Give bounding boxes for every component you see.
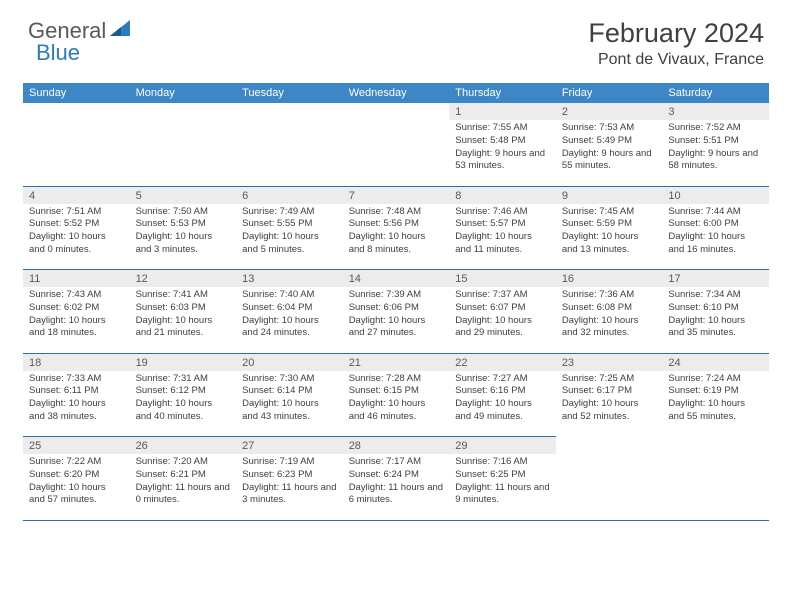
day-data-cell [23, 120, 130, 186]
day-data-cell: Sunrise: 7:55 AMSunset: 5:48 PMDaylight:… [449, 120, 556, 186]
day-data-cell: Sunrise: 7:40 AMSunset: 6:04 PMDaylight:… [236, 287, 343, 353]
day-data-cell: Sunrise: 7:30 AMSunset: 6:14 PMDaylight:… [236, 371, 343, 437]
day-data-cell [556, 454, 663, 520]
day-number-cell: 16 [556, 270, 663, 288]
day-data-cell: Sunrise: 7:25 AMSunset: 6:17 PMDaylight:… [556, 371, 663, 437]
day-data-cell: Sunrise: 7:19 AMSunset: 6:23 PMDaylight:… [236, 454, 343, 520]
day-number-cell: 4 [23, 186, 130, 204]
day-data-cell: Sunrise: 7:45 AMSunset: 5:59 PMDaylight:… [556, 204, 663, 270]
day-number-cell [23, 103, 130, 120]
day-number-cell [236, 103, 343, 120]
day-number-row: 45678910 [23, 186, 769, 204]
day-data-cell: Sunrise: 7:44 AMSunset: 6:00 PMDaylight:… [662, 204, 769, 270]
day-data-row: Sunrise: 7:55 AMSunset: 5:48 PMDaylight:… [23, 120, 769, 186]
day-number-cell: 22 [449, 353, 556, 371]
weekday-header: Monday [130, 83, 237, 103]
weekday-header: Saturday [662, 83, 769, 103]
bottom-rule [23, 520, 769, 521]
day-data-cell: Sunrise: 7:51 AMSunset: 5:52 PMDaylight:… [23, 204, 130, 270]
day-number-cell: 28 [343, 437, 450, 455]
day-number-cell: 21 [343, 353, 450, 371]
day-number-row: 123 [23, 103, 769, 120]
day-number-cell: 14 [343, 270, 450, 288]
calendar-table: Sunday Monday Tuesday Wednesday Thursday… [23, 83, 769, 520]
day-data-cell: Sunrise: 7:49 AMSunset: 5:55 PMDaylight:… [236, 204, 343, 270]
day-data-cell: Sunrise: 7:53 AMSunset: 5:49 PMDaylight:… [556, 120, 663, 186]
title-block: February 2024 Pont de Vivaux, France [588, 18, 764, 69]
day-number-cell: 27 [236, 437, 343, 455]
weekday-header: Friday [556, 83, 663, 103]
day-number-cell: 10 [662, 186, 769, 204]
day-data-row: Sunrise: 7:33 AMSunset: 6:11 PMDaylight:… [23, 371, 769, 437]
day-data-cell [343, 120, 450, 186]
day-data-cell: Sunrise: 7:34 AMSunset: 6:10 PMDaylight:… [662, 287, 769, 353]
day-number-cell [556, 437, 663, 455]
day-data-cell: Sunrise: 7:36 AMSunset: 6:08 PMDaylight:… [556, 287, 663, 353]
day-number-cell [662, 437, 769, 455]
day-number-row: 11121314151617 [23, 270, 769, 288]
day-number-cell: 17 [662, 270, 769, 288]
header: General February 2024 Pont de Vivaux, Fr… [0, 0, 792, 77]
day-data-row: Sunrise: 7:43 AMSunset: 6:02 PMDaylight:… [23, 287, 769, 353]
day-data-cell: Sunrise: 7:43 AMSunset: 6:02 PMDaylight:… [23, 287, 130, 353]
logo-triangle-icon [110, 20, 130, 43]
month-title: February 2024 [588, 18, 764, 49]
day-number-cell: 24 [662, 353, 769, 371]
day-data-cell: Sunrise: 7:16 AMSunset: 6:25 PMDaylight:… [449, 454, 556, 520]
day-data-cell [236, 120, 343, 186]
day-data-cell: Sunrise: 7:24 AMSunset: 6:19 PMDaylight:… [662, 371, 769, 437]
day-number-cell [130, 103, 237, 120]
day-data-cell [130, 120, 237, 186]
day-data-cell [662, 454, 769, 520]
day-number-cell: 6 [236, 186, 343, 204]
day-data-cell: Sunrise: 7:41 AMSunset: 6:03 PMDaylight:… [130, 287, 237, 353]
day-number-cell: 3 [662, 103, 769, 120]
day-data-cell: Sunrise: 7:37 AMSunset: 6:07 PMDaylight:… [449, 287, 556, 353]
day-number-cell: 7 [343, 186, 450, 204]
day-data-cell: Sunrise: 7:39 AMSunset: 6:06 PMDaylight:… [343, 287, 450, 353]
day-data-cell: Sunrise: 7:27 AMSunset: 6:16 PMDaylight:… [449, 371, 556, 437]
day-data-cell: Sunrise: 7:33 AMSunset: 6:11 PMDaylight:… [23, 371, 130, 437]
day-number-cell: 23 [556, 353, 663, 371]
day-data-row: Sunrise: 7:51 AMSunset: 5:52 PMDaylight:… [23, 204, 769, 270]
weekday-header: Tuesday [236, 83, 343, 103]
day-data-cell: Sunrise: 7:22 AMSunset: 6:20 PMDaylight:… [23, 454, 130, 520]
day-data-cell: Sunrise: 7:50 AMSunset: 5:53 PMDaylight:… [130, 204, 237, 270]
day-number-cell: 13 [236, 270, 343, 288]
day-number-cell: 29 [449, 437, 556, 455]
day-number-cell: 5 [130, 186, 237, 204]
day-number-row: 2526272829 [23, 437, 769, 455]
day-number-cell: 9 [556, 186, 663, 204]
day-number-row: 18192021222324 [23, 353, 769, 371]
day-data-cell: Sunrise: 7:31 AMSunset: 6:12 PMDaylight:… [130, 371, 237, 437]
day-data-cell: Sunrise: 7:28 AMSunset: 6:15 PMDaylight:… [343, 371, 450, 437]
day-number-cell: 2 [556, 103, 663, 120]
day-number-cell: 8 [449, 186, 556, 204]
day-number-cell: 19 [130, 353, 237, 371]
day-number-cell: 12 [130, 270, 237, 288]
day-number-cell: 18 [23, 353, 130, 371]
day-number-cell: 25 [23, 437, 130, 455]
day-data-row: Sunrise: 7:22 AMSunset: 6:20 PMDaylight:… [23, 454, 769, 520]
weekday-header: Wednesday [343, 83, 450, 103]
day-number-cell: 26 [130, 437, 237, 455]
day-data-cell: Sunrise: 7:48 AMSunset: 5:56 PMDaylight:… [343, 204, 450, 270]
day-data-cell: Sunrise: 7:46 AMSunset: 5:57 PMDaylight:… [449, 204, 556, 270]
day-number-cell: 11 [23, 270, 130, 288]
day-number-cell [343, 103, 450, 120]
weekday-header-row: Sunday Monday Tuesday Wednesday Thursday… [23, 83, 769, 103]
day-data-cell: Sunrise: 7:17 AMSunset: 6:24 PMDaylight:… [343, 454, 450, 520]
day-number-cell: 20 [236, 353, 343, 371]
logo-text-blue: Blue [36, 40, 80, 66]
day-data-cell: Sunrise: 7:20 AMSunset: 6:21 PMDaylight:… [130, 454, 237, 520]
weekday-header: Thursday [449, 83, 556, 103]
location: Pont de Vivaux, France [588, 51, 764, 69]
day-number-cell: 15 [449, 270, 556, 288]
weekday-header: Sunday [23, 83, 130, 103]
day-data-cell: Sunrise: 7:52 AMSunset: 5:51 PMDaylight:… [662, 120, 769, 186]
day-number-cell: 1 [449, 103, 556, 120]
